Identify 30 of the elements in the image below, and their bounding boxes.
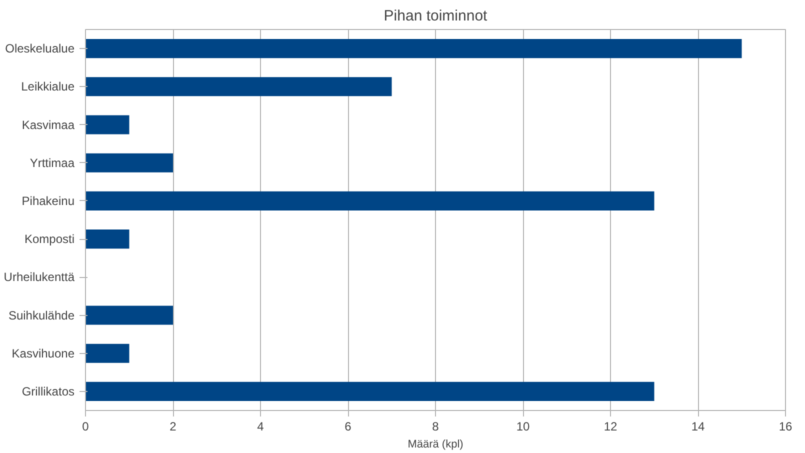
bar [86,344,130,363]
x-tick-label: 2 [170,420,177,434]
x-tick-label: 0 [82,420,90,434]
y-tick-label: Kasvimaa [22,118,75,132]
bar [86,39,742,58]
bar [86,115,130,134]
bar [86,230,130,249]
x-axis-title: Määrä (kpl) [408,438,464,450]
bar [86,77,392,96]
x-tick-label: 16 [778,420,792,434]
bar [86,191,654,210]
x-tick-label: 6 [344,420,352,434]
y-tick-label: Oleskelualue [5,42,75,56]
x-tick-label: 14 [691,420,705,434]
x-tick-label: 12 [604,420,618,434]
bar [86,382,654,401]
y-tick-label: Grillikatos [22,384,75,398]
x-tick-label: 4 [257,420,264,434]
x-tick-label: 10 [516,420,530,434]
chart-title: Pihan toiminnot [384,8,488,24]
y-tick-label: Urheilukenttä [4,270,75,284]
bar [86,306,173,325]
y-tick-label: Komposti [24,232,75,246]
y-tick-label: Pihakeinu [22,194,75,208]
y-tick-label: Yrttimaa [30,156,75,170]
y-tick-label: Suihkulähde [8,308,75,322]
x-tick-label: 8 [432,420,440,434]
y-tick-label: Kasvihuone [12,346,75,360]
bar [86,153,173,172]
y-tick-label: Leikkialue [21,80,75,94]
